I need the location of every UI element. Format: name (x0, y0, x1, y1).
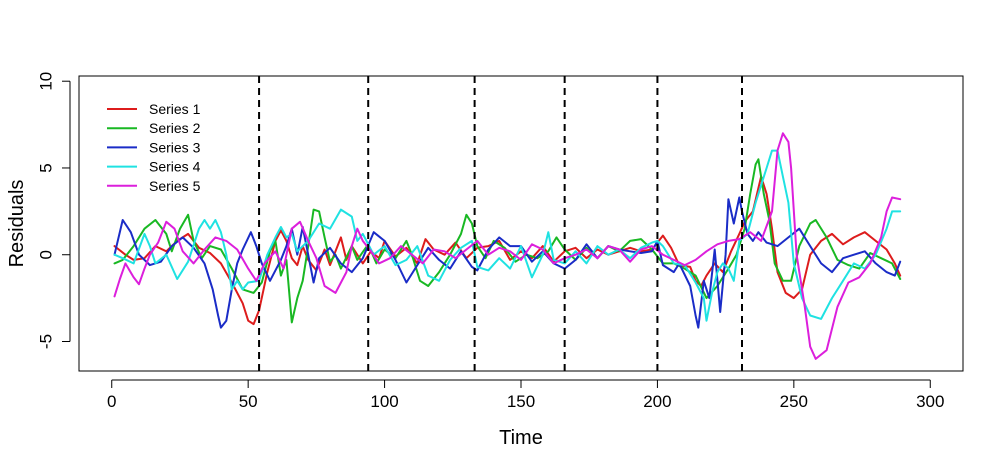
x-tick-label: 150 (507, 392, 535, 411)
series-line-5 (113, 132, 902, 360)
changepoint-lines (258, 76, 743, 371)
x-tick-label: 200 (643, 392, 671, 411)
legend-label-5: Series 5 (149, 178, 201, 194)
legend: Series 1 Series 2 Series 3 Series 4 Series 5 (107, 101, 201, 194)
plot-frame (78, 75, 964, 372)
x-axis-title: Time (499, 427, 543, 449)
x-tick-label: 100 (370, 392, 398, 411)
x-tick-label: 300 (916, 392, 944, 411)
series-line-2 (113, 158, 902, 324)
y-tick-label: -5 (37, 334, 56, 349)
x-tick-label: 250 (780, 392, 808, 411)
x-tick-label: 50 (239, 392, 258, 411)
legend-label-3: Series 3 (149, 139, 201, 155)
y-tick-label: 5 (37, 163, 56, 172)
legend-label-1: Series 1 (149, 101, 201, 117)
legend-label-4: Series 4 (149, 159, 201, 175)
series-line-3 (113, 196, 902, 329)
x-tick-label: 0 (107, 392, 116, 411)
axes: 0 50 100 150 200 250 300 -5 0 5 10 (37, 72, 945, 411)
y-tick-label: 10 (37, 72, 56, 91)
series-lines (113, 132, 902, 360)
y-axis-title: Residuals (6, 180, 28, 268)
y-tick-label: 0 (37, 250, 56, 259)
legend-label-2: Series 2 (149, 120, 201, 136)
series-line-4 (113, 149, 902, 322)
